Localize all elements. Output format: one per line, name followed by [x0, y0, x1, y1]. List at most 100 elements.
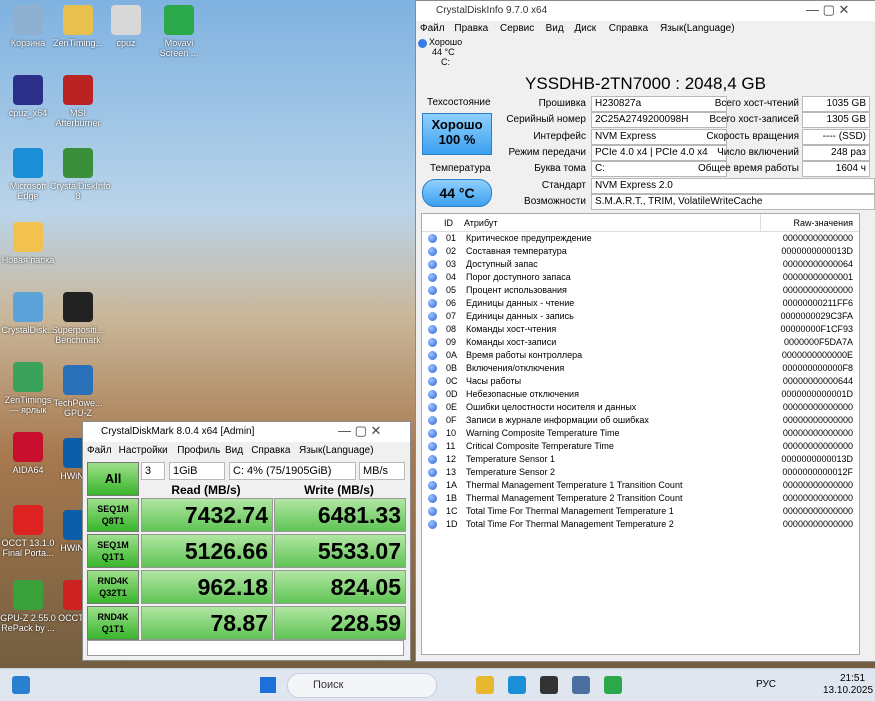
- field-label: Число включений: [717, 146, 799, 158]
- menu-item[interactable]: Настройки: [118, 445, 168, 456]
- taskbar-app[interactable]: [604, 676, 622, 694]
- attr-name: Warning Composite Temperature Time: [466, 428, 620, 438]
- result-bar: [275, 499, 405, 531]
- test-button[interactable]: RND4K Q1T1: [87, 606, 139, 640]
- attr-name: Thermal Management Temperature 1 Transit…: [466, 480, 683, 490]
- test-name: RND4K: [97, 576, 129, 586]
- menu-item[interactable]: Диск: [574, 23, 597, 34]
- attr-id: 06: [446, 298, 457, 308]
- menu-item[interactable]: Правка: [454, 23, 489, 34]
- result-value: 962.18: [197, 574, 268, 600]
- tray-language[interactable]: РУС: [756, 679, 777, 690]
- widgets[interactable]: [12, 676, 30, 694]
- attr-name: Thermal Management Temperature 2 Transit…: [466, 493, 683, 503]
- taskbar-app[interactable]: [540, 676, 558, 694]
- desktop-icon[interactable]: GPU-Z 2.55.0 RePack by ...: [0, 580, 56, 633]
- menu-item[interactable]: Вид: [225, 445, 244, 456]
- test-button[interactable]: SEQ1M Q1T1: [87, 534, 139, 568]
- comment-field[interactable]: [87, 640, 404, 656]
- attr-name: Команды хост-записи: [466, 337, 557, 347]
- attr-id: 0F: [446, 415, 457, 425]
- icon-label: Microsoft Edge: [9, 181, 47, 201]
- dropdown[interactable]: 1GiB: [169, 462, 225, 480]
- menu-item[interactable]: Сервис: [500, 23, 535, 34]
- desktop-icon[interactable]: Корзина: [0, 5, 56, 48]
- status-dot: [428, 520, 437, 529]
- result-bar: [275, 535, 405, 567]
- menu-item[interactable]: Профиль: [177, 445, 221, 456]
- temperature-label: Температура: [430, 163, 491, 174]
- search-box[interactable]: Поиск: [287, 673, 437, 698]
- window-title: CrystalDiskMark 8.0.4 x64 [Admin]: [101, 426, 255, 437]
- status-dot: [428, 377, 437, 386]
- menu-item[interactable]: Язык(Language): [299, 445, 374, 456]
- attr-name: Critical Composite Temperature Time: [466, 441, 614, 451]
- column-header[interactable]: ID: [444, 218, 453, 228]
- icon-label: ZenTiming...: [53, 38, 103, 48]
- result-cell: 7432.74: [141, 498, 273, 532]
- desktop-icon[interactable]: AIDA64: [0, 432, 56, 475]
- menu-item[interactable]: Справка: [251, 445, 291, 456]
- attr-id: 04: [446, 272, 457, 282]
- clock-date[interactable]: 13.10.2025: [823, 685, 874, 696]
- desktop-icon[interactable]: OCCT 13.1.0 Final Porta...: [0, 505, 56, 558]
- test-queue: Q1T1: [101, 552, 125, 562]
- field-value: ---- (SSD): [802, 128, 870, 145]
- icon-label: TechPowe... GPU-Z: [53, 398, 103, 418]
- dropdown[interactable]: C: 4% (75/1905GiB): [229, 462, 356, 480]
- all-button[interactable]: All: [87, 462, 139, 496]
- header-divider: [422, 231, 859, 232]
- taskbar-app[interactable]: [572, 676, 590, 694]
- menu-item[interactable]: Справка: [608, 23, 649, 34]
- desktop-icon[interactable]: CrystalDisk...: [0, 292, 56, 335]
- desktop-icon[interactable]: Superpositi... Benchmark: [50, 292, 106, 345]
- dropdown[interactable]: MB/s: [359, 462, 405, 480]
- clock-time[interactable]: 21:51: [840, 673, 866, 684]
- attr-name: Порог доступного запаса: [466, 272, 571, 282]
- smart-table: ID Атрибут Raw-значения 01 Критическое преду…: [421, 213, 860, 655]
- drive-status[interactable]: Хорошо: [429, 37, 463, 47]
- window-buttons: — ▢ ✕: [338, 423, 382, 438]
- desktop-icon[interactable]: MSI Afterburner: [50, 75, 106, 128]
- start-button[interactable]: [260, 677, 276, 693]
- icon-label: Корзина: [10, 38, 46, 48]
- result-bar: [142, 499, 272, 531]
- drive-temp[interactable]: 44 °C: [432, 47, 455, 57]
- taskbar-app[interactable]: [508, 676, 526, 694]
- drive-letter[interactable]: C:: [441, 57, 450, 67]
- menu-item[interactable]: Файл: [420, 23, 445, 34]
- status-dot: [428, 416, 437, 425]
- desktop-icon[interactable]: Новая папка: [0, 222, 56, 265]
- attr-raw: 000000000000F8: [782, 363, 853, 373]
- attr-raw: 0000000F5DA7A: [783, 337, 853, 347]
- field-label: Всего хост-записей: [709, 114, 799, 126]
- status-dot: [428, 312, 437, 321]
- test-button[interactable]: SEQ1M Q8T1: [87, 498, 139, 532]
- health-status: Хорошо: [431, 117, 483, 132]
- desktop-icon[interactable]: TechPowe... GPU-Z: [50, 365, 106, 418]
- menu-item[interactable]: Язык(Language): [660, 23, 735, 34]
- result-bar: [142, 535, 272, 567]
- test-button[interactable]: RND4K Q32T1: [87, 570, 139, 604]
- drive-dot: [418, 39, 427, 48]
- column-header[interactable]: Атрибут: [464, 218, 498, 228]
- attr-id: 1D: [446, 519, 458, 529]
- desktop-icon[interactable]: cpuz_x64: [0, 75, 56, 118]
- attr-raw: 00000000000001: [782, 272, 853, 282]
- desktop-icon[interactable]: CrystalDiskInfo 8: [50, 148, 111, 201]
- desktop-icon[interactable]: ZenTimings — ярлык: [0, 362, 56, 415]
- desktop-icon[interactable]: cpuz: [98, 5, 154, 48]
- menu-item[interactable]: Вид: [545, 23, 564, 34]
- desktop-icon[interactable]: ZenTiming...: [50, 5, 106, 48]
- health-percent: 100 %: [438, 132, 476, 147]
- attr-raw: 00000000000000: [782, 493, 853, 503]
- desktop-icon[interactable]: Movavi Screen ...: [151, 5, 207, 58]
- icon-label: CrystalDiskInfo 8: [50, 181, 111, 201]
- desktop-icon[interactable]: Microsoft Edge: [0, 148, 56, 201]
- column-header[interactable]: Raw-значения: [793, 218, 853, 228]
- taskbar-app[interactable]: [476, 676, 494, 694]
- health-box: Хорошо 100 %: [422, 113, 492, 155]
- field-value: PCIe 4.0 x4 | PCIe 4.0 x4: [591, 144, 727, 161]
- menu-item[interactable]: Файл: [87, 445, 112, 456]
- dropdown[interactable]: 3: [141, 462, 165, 480]
